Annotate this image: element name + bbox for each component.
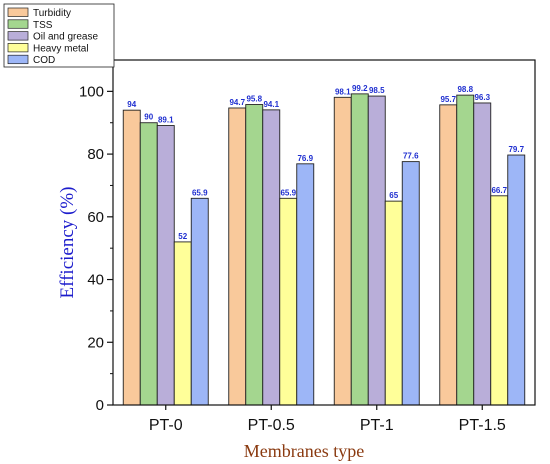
legend-swatch — [7, 54, 29, 65]
y-axis-title: Efficiency (%) — [57, 186, 78, 298]
data-label: 89.1 — [158, 116, 174, 125]
legend-label: Turbidity — [33, 8, 71, 19]
bar-turbidity-pt-0.5 — [228, 107, 247, 406]
bar-cod-pt-1.5 — [507, 154, 526, 406]
bar-heavy-metal-pt-0.5 — [279, 197, 298, 406]
plot-frame — [112, 59, 536, 406]
legend-label: Oil and grease — [33, 32, 98, 43]
y-tick-label: 0 — [96, 397, 104, 414]
bar-oil-and-grease-pt-0.5 — [262, 109, 281, 406]
x-tick-label: PT-0 — [149, 417, 183, 434]
bars-layer — [122, 93, 526, 406]
legend-swatch — [7, 43, 29, 53]
legend-label: COD — [33, 55, 55, 66]
data-label: 65 — [389, 191, 398, 200]
bar-heavy-metal-pt-0 — [173, 241, 192, 406]
y-axis: 0 20 40 60 80 100 — [79, 83, 113, 414]
bar-tss-pt-0.5 — [245, 104, 264, 406]
x-tick-label: PT-1.5 — [459, 417, 506, 434]
bar-tss-pt-1.5 — [456, 94, 475, 406]
y-tick-label: 20 — [87, 334, 104, 351]
y-tick-label: 80 — [87, 146, 104, 163]
data-label: 95.8 — [246, 95, 262, 104]
bar-turbidity-pt-1.5 — [439, 104, 458, 406]
bar-cod-pt-0 — [190, 197, 209, 406]
y-tick-label: 60 — [87, 209, 104, 226]
data-label: 66.7 — [491, 186, 507, 195]
legend-label: TSS — [33, 20, 53, 31]
bar-heavy-metal-pt-1 — [384, 200, 403, 406]
data-label: 94.1 — [263, 100, 279, 109]
bar-turbidity-pt-1 — [333, 96, 352, 406]
bar-turbidity-pt-0 — [122, 109, 141, 406]
x-tick-label: PT-0.5 — [248, 417, 295, 434]
y-tick-label: 40 — [87, 272, 104, 289]
legend-swatch — [7, 7, 29, 17]
data-label: 98.5 — [369, 86, 385, 95]
x-tick-label: PT-1 — [360, 417, 394, 434]
data-label: 79.7 — [508, 145, 524, 154]
data-label: 76.9 — [297, 154, 313, 163]
bar-heavy-metal-pt-1.5 — [490, 195, 509, 406]
data-label: 94 — [127, 100, 136, 109]
data-label: 99.2 — [352, 84, 368, 93]
bar-cod-pt-0.5 — [296, 163, 315, 406]
data-label: 65.9 — [192, 188, 208, 197]
data-label: 52 — [178, 232, 187, 241]
data-label: 98.8 — [457, 85, 473, 94]
bar-oil-and-grease-pt-1.5 — [473, 102, 492, 406]
data-label: 94.7 — [229, 98, 245, 107]
bar-tss-pt-0 — [139, 122, 158, 406]
data-label: 95.7 — [440, 95, 456, 104]
data-label: 98.1 — [335, 87, 351, 96]
legend-swatch — [7, 31, 29, 41]
legend-label: Heavy metal — [33, 43, 89, 54]
x-axis-title: Membranes type — [244, 441, 364, 461]
data-labels-layer: 94 90 89.1 52 65.9 94.7 95.894.1 65.9 76.9 98.1 99… — [127, 84, 524, 241]
bar-oil-and-grease-pt-0 — [156, 125, 175, 406]
data-label: 65.9 — [280, 188, 296, 197]
y-tick-label: 100 — [79, 83, 104, 100]
legend-swatch — [7, 19, 29, 29]
bar-tss-pt-1 — [350, 93, 369, 406]
data-label: 77.6 — [403, 152, 419, 161]
data-label: 90 — [144, 113, 153, 122]
data-label: 96.3 — [474, 93, 490, 102]
bar-oil-and-grease-pt-1 — [367, 95, 386, 406]
x-axis: PT-0 PT-0.5 PT-1 PT-1.5 — [149, 405, 506, 434]
bar-cod-pt-1 — [401, 161, 420, 406]
